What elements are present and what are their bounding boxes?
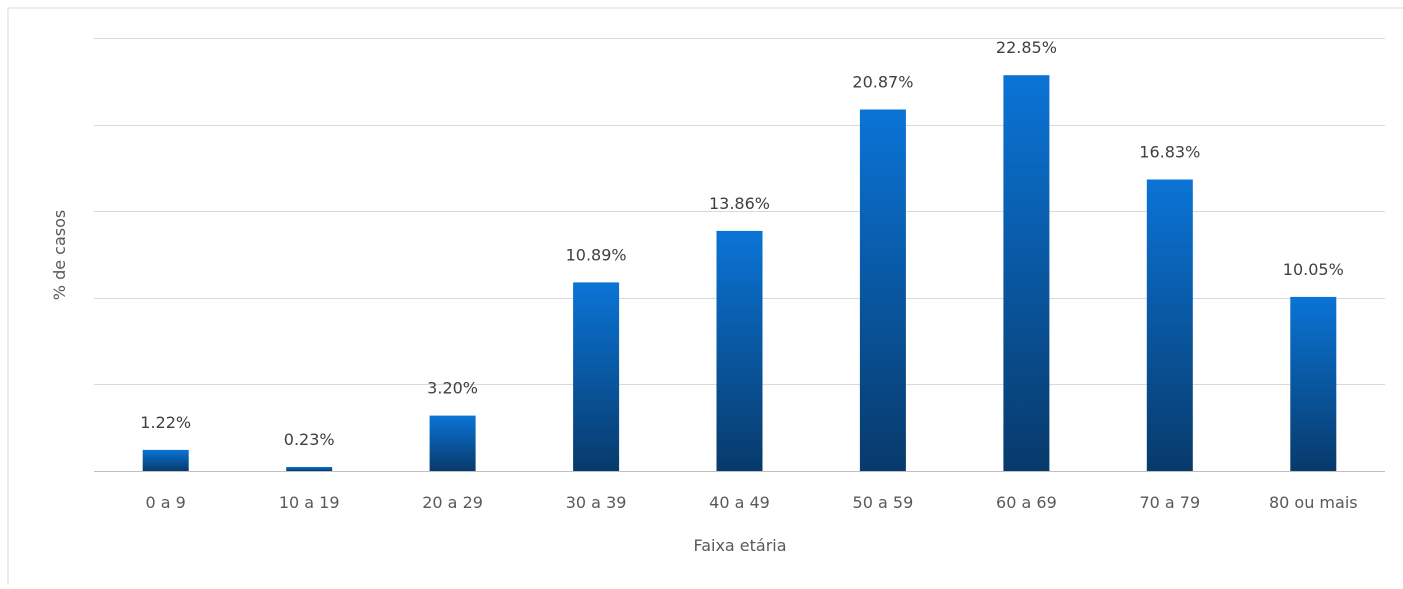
bar-3 <box>573 282 620 471</box>
data-label-8: 10.05% <box>1283 260 1344 279</box>
bar-2 <box>429 415 476 471</box>
bar-5 <box>859 109 906 471</box>
x-tick-label-8: 80 ou mais <box>1269 493 1358 512</box>
x-tick-label-6: 60 a 69 <box>996 493 1057 512</box>
x-tick-label-2: 20 a 29 <box>422 493 483 512</box>
x-axis-title: Faixa etária <box>693 536 786 555</box>
bar-1 <box>286 467 333 471</box>
data-label-2: 3.20% <box>427 379 478 398</box>
x-tick-label-4: 40 a 49 <box>709 493 770 512</box>
x-tick-label-1: 10 a 19 <box>279 493 340 512</box>
x-tick-label-0: 0 a 9 <box>146 493 186 512</box>
data-label-1: 0.23% <box>284 430 335 449</box>
bar-4 <box>716 230 763 471</box>
bar-8 <box>1290 296 1337 471</box>
data-label-6: 22.85% <box>996 38 1057 57</box>
x-tick-label-3: 30 a 39 <box>566 493 627 512</box>
x-tick-labels: 0 a 9 10 a 19 20 a 29 30 a 39 40 a 49 50 a 59… <box>146 493 1358 512</box>
bars <box>142 75 1337 471</box>
y-axis-title: % de casos <box>50 210 69 300</box>
bar-6 <box>1003 75 1050 471</box>
x-tick-label-5: 50 a 59 <box>853 493 914 512</box>
data-labels: 1.22% 0.23% 3.20% 10.89% 13.86% 20.87% 22.85% 1… <box>140 38 1344 449</box>
data-label-4: 13.86% <box>709 194 770 213</box>
data-label-3: 10.89% <box>566 245 627 264</box>
bar-0 <box>142 449 189 471</box>
data-label-5: 20.87% <box>852 73 913 92</box>
bar-7 <box>1146 179 1193 471</box>
data-label-0: 1.22% <box>140 413 191 432</box>
x-tick-label-7: 70 a 79 <box>1139 493 1200 512</box>
data-label-7: 16.83% <box>1139 143 1200 162</box>
